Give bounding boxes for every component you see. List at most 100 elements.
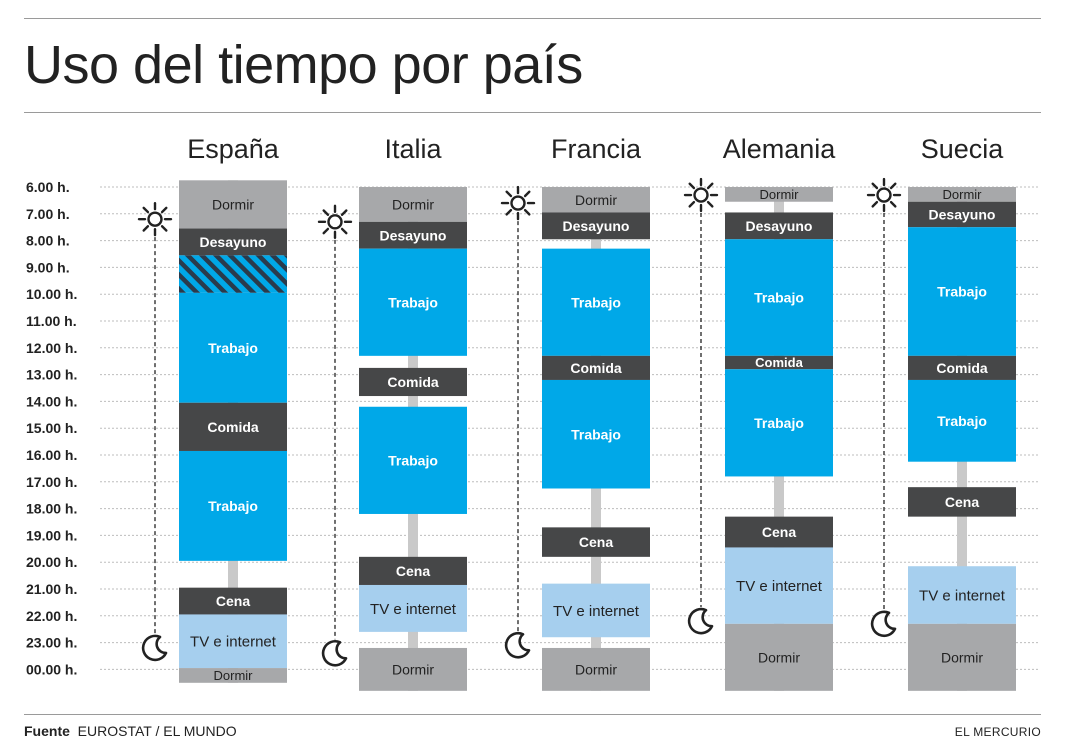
activity-label: Desayuno — [929, 207, 996, 223]
activity-block — [179, 614, 287, 669]
activity-block — [542, 583, 650, 638]
activity-block — [359, 556, 467, 585]
country-column: Dormir Desayuno Trabajo Comida Trabajo Cena TV… — [317, 134, 467, 691]
activity-block — [725, 369, 833, 477]
activity-block — [542, 527, 650, 557]
sun-icon — [683, 177, 719, 213]
activity-label: Cena — [396, 563, 430, 579]
activity-label: Comida — [570, 360, 622, 376]
y-tick-label: 16.00 h. — [26, 447, 77, 463]
activity-label: Dormir — [941, 649, 983, 665]
y-tick-label: 14.00 h. — [26, 393, 77, 409]
source-text: EUROSTAT / EL MUNDO — [77, 723, 237, 739]
y-tick-label: 10.00 h. — [26, 286, 77, 302]
moon-icon — [321, 639, 348, 667]
activity-block — [542, 647, 650, 691]
y-tick-label: 00.00 h. — [26, 661, 77, 677]
activity-block — [908, 227, 1016, 356]
activity-label: Trabajo — [208, 340, 258, 356]
activity-label: Trabajo — [208, 498, 258, 514]
activity-block — [542, 355, 650, 380]
activity-block — [179, 292, 287, 403]
activity-label: Desayuno — [200, 234, 267, 250]
y-tick-label: 21.00 h. — [26, 581, 77, 597]
activity-label: Trabajo — [937, 284, 987, 300]
activity-label: Cena — [762, 524, 796, 540]
activity-block — [725, 212, 833, 240]
country-column: Dormir Desayuno Trabajo Comida Trabajo Cena TV… — [683, 134, 837, 691]
country-column: Dormir Desayuno Trabajo Comida Trabajo Cena TV… — [137, 134, 287, 683]
activity-block — [542, 187, 650, 213]
y-tick-label: 12.00 h. — [26, 340, 77, 356]
activity-label: Desayuno — [746, 218, 813, 234]
activity-block — [179, 180, 287, 229]
activity-label: Dormir — [392, 661, 434, 677]
activity-label: Comida — [387, 374, 439, 390]
activity-label: Cena — [579, 534, 613, 550]
title-rule — [24, 112, 1041, 113]
activity-block — [359, 187, 467, 222]
activity-label: Trabajo — [754, 290, 804, 306]
activity-label: TV e internet — [553, 603, 640, 620]
sun-icon — [866, 177, 902, 213]
activity-label: Dormir — [212, 196, 254, 212]
activity-label: Trabajo — [937, 413, 987, 429]
activity-label: Desayuno — [563, 218, 630, 234]
moon-icon — [687, 607, 714, 635]
activity-block — [725, 187, 833, 202]
activity-label: Dormir — [392, 196, 434, 212]
y-tick-label: 18.00 h. — [26, 501, 77, 517]
activity-label: Dormir — [758, 649, 800, 665]
moon-icon — [870, 610, 897, 638]
sun-icon — [500, 185, 536, 221]
activity-label: Dormir — [575, 661, 617, 677]
country-name: Suecia — [921, 134, 1005, 164]
top-rule — [24, 18, 1041, 19]
activity-block — [908, 487, 1016, 517]
activity-label: Comida — [936, 360, 988, 376]
y-tick-label: 15.00 h. — [26, 420, 77, 436]
activity-block — [725, 516, 833, 548]
sun-icon — [317, 204, 353, 240]
activity-label: Dormir — [214, 668, 254, 683]
activity-block — [725, 623, 833, 691]
activity-label: TV e internet — [736, 578, 823, 595]
activity-label: Trabajo — [388, 452, 438, 468]
footer-rule — [24, 714, 1041, 715]
activity-label: Comida — [207, 419, 259, 435]
activity-block — [179, 255, 287, 293]
activity-block — [542, 248, 650, 356]
y-tick-label: 17.00 h. — [26, 474, 77, 490]
y-tick-label: 9.00 h. — [26, 259, 70, 275]
activity-label: TV e internet — [370, 601, 457, 618]
page-title: Uso del tiempo por país — [24, 35, 583, 95]
country-name: Italia — [384, 134, 442, 164]
moon-icon — [141, 634, 168, 662]
activity-block — [542, 379, 650, 489]
publisher-credit: EL MERCURIO — [954, 725, 1041, 739]
activity-block — [359, 221, 467, 249]
sun-icon — [137, 201, 173, 237]
activity-label: Cena — [216, 593, 250, 609]
y-tick-label: 23.00 h. — [26, 635, 77, 651]
activity-block — [179, 587, 287, 615]
activity-label: TV e internet — [919, 587, 1006, 604]
activity-label: Trabajo — [571, 426, 621, 442]
activity-block — [908, 379, 1016, 462]
activity-block — [359, 406, 467, 514]
activity-block — [179, 402, 287, 451]
activity-block — [908, 355, 1016, 380]
activity-label: Trabajo — [388, 294, 438, 310]
y-tick-label: 11.00 h. — [26, 313, 77, 329]
activity-block — [179, 228, 287, 256]
activity-block — [908, 187, 1016, 202]
activity-label: TV e internet — [190, 634, 277, 651]
activity-label: Dormir — [760, 187, 800, 202]
activity-block — [725, 355, 833, 370]
country-column: Dormir Desayuno Trabajo Comida Trabajo Cena TV… — [500, 134, 650, 691]
activity-block — [359, 647, 467, 691]
activity-block — [179, 668, 287, 683]
country-name: Alemania — [723, 134, 837, 164]
activity-label: Cena — [945, 494, 979, 510]
